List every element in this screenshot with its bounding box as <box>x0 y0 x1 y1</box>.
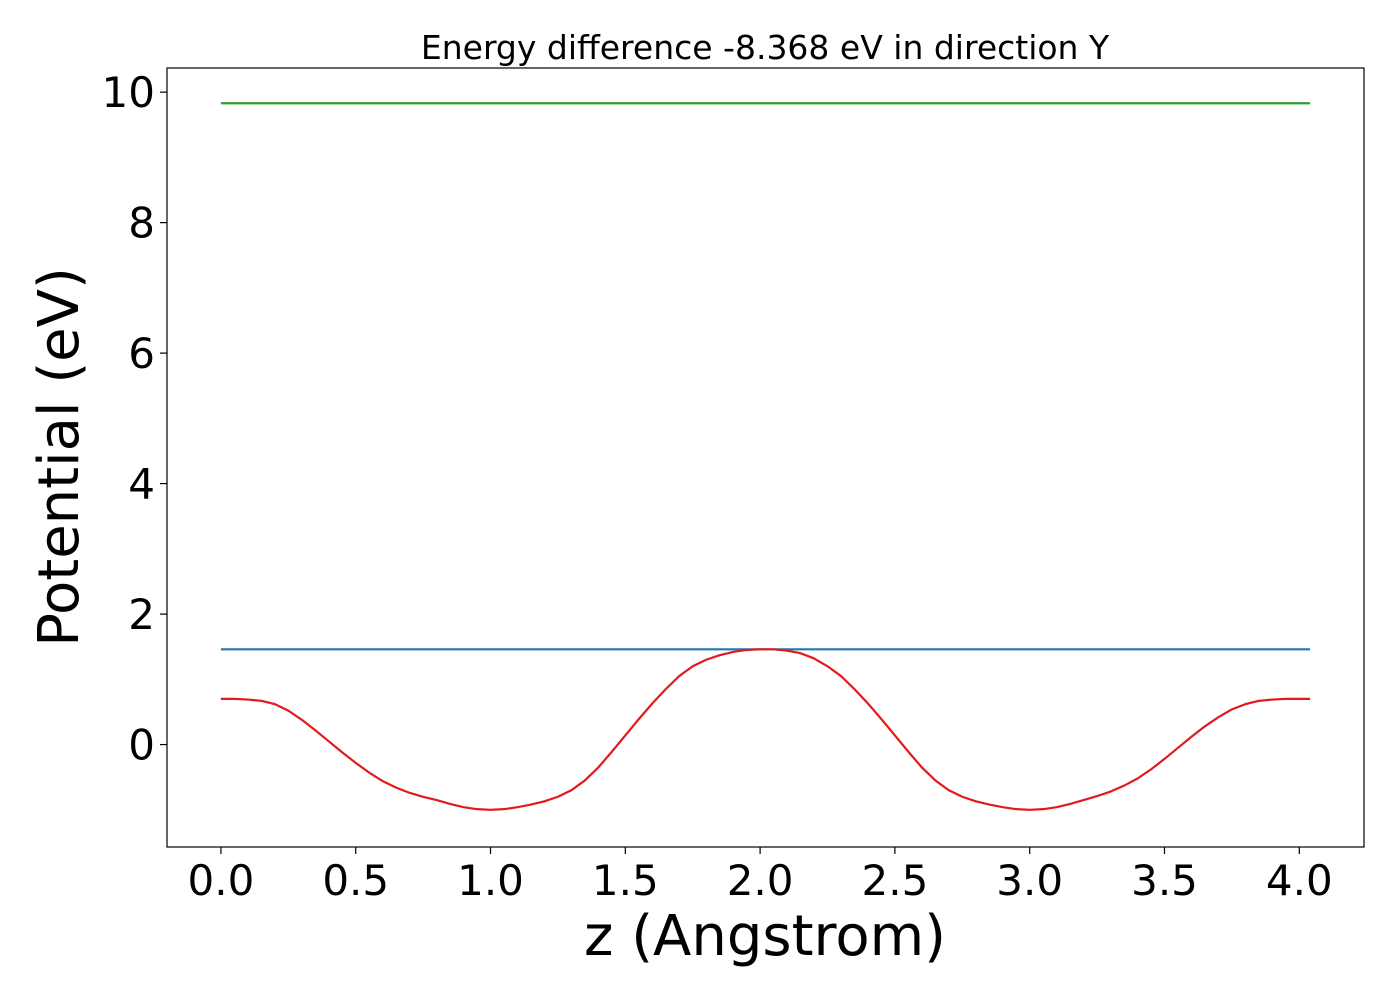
x-tick-label: 2.5 <box>862 856 929 905</box>
x-tick-label: 3.0 <box>996 856 1063 905</box>
x-tick-label: 2.0 <box>727 856 794 905</box>
x-axis-label: z (Angstrom) <box>584 904 946 969</box>
x-tick-label: 1.5 <box>592 856 659 905</box>
y-axis-label: Potential (eV) <box>27 267 92 647</box>
plot-frame <box>166 67 1365 848</box>
x-tick-label: 0.5 <box>322 856 389 905</box>
x-tick-label: 3.5 <box>1131 856 1198 905</box>
x-tick-label: 1.0 <box>457 856 524 905</box>
y-tick-label: 6 <box>128 329 155 378</box>
x-tick-label: 0.0 <box>188 856 255 905</box>
y-axis: 0 2 4 6 8 10 <box>102 68 167 770</box>
y-tick-label: 0 <box>128 721 155 770</box>
plot-area <box>220 102 1311 811</box>
series-line-3 <box>220 648 1311 811</box>
y-tick-label: 4 <box>128 460 155 509</box>
y-tick-label: 2 <box>128 590 155 639</box>
chart-title: Energy difference -8.368 eV in direction… <box>421 28 1110 67</box>
y-tick-label: 8 <box>128 199 155 248</box>
x-tick-label: 4.0 <box>1266 856 1333 905</box>
x-axis: 0.0 0.5 1.0 1.5 2.0 2.5 3.0 3.5 4.0 <box>188 847 1333 905</box>
y-tick-label: 10 <box>102 68 155 117</box>
